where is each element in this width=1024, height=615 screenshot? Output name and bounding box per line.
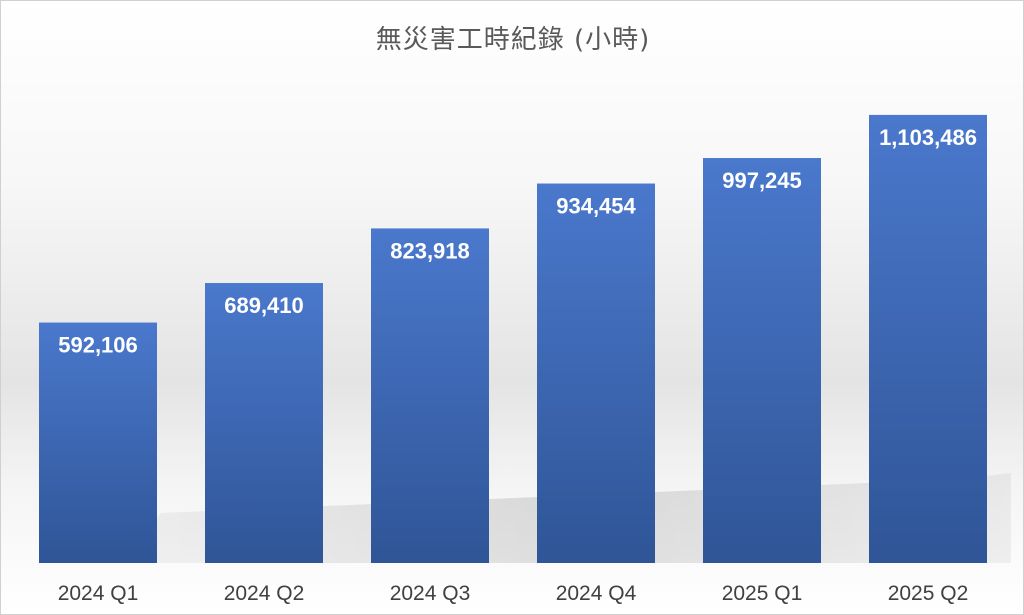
x-tick-label-2024-q1: 2024 Q1 [58,582,139,605]
data-label-2024-q2: 689,410 [224,293,304,318]
data-label-2025-q2: 1,103,486 [879,125,977,150]
bars-layer: 592,106 2024 Q1 689,410 2024 Q2 823,918 2024 … [39,114,987,605]
x-tick-label-2025-q1: 2025 Q1 [722,582,803,605]
bar-2024-q3 [371,228,489,563]
data-label-2024-q3: 823,918 [390,238,470,263]
bar-2025-q1 [703,158,821,564]
x-tick-label-2025-q2: 2025 Q2 [888,582,969,605]
x-tick-label-2024-q3: 2024 Q3 [390,582,471,605]
x-tick-label-2024-q2: 2024 Q2 [224,582,305,605]
chart-title: 無災害工時紀錄 (小時) [375,25,651,55]
data-label-2024-q4: 934,454 [556,194,636,219]
bar-2024-q4 [537,183,655,563]
data-label-2025-q1: 997,245 [722,168,802,193]
bar-2024-q1 [39,322,157,563]
bar-2025-q2 [869,114,987,563]
bar-2024-q2 [205,283,323,563]
x-tick-label-2024-q4: 2024 Q4 [556,582,637,605]
data-label-2024-q1: 592,106 [58,333,138,358]
